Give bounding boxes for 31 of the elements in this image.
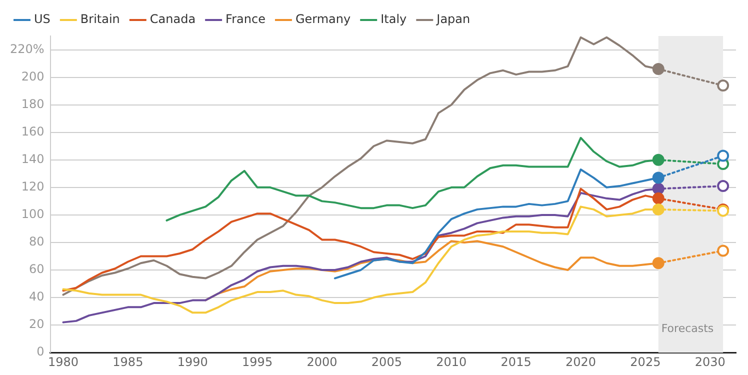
y-tick-label: 80 [29,234,44,249]
x-tick-label: 2015 [500,354,532,369]
legend-label: Britain [80,12,120,26]
y-tick-label: 40 [29,290,44,304]
x-tick-label: 1985 [112,354,144,369]
y-tick-label: 220% [10,42,44,56]
x-tick-label: 1990 [177,354,208,369]
legend-label: Germany [295,12,351,26]
y-tick-label: 140 [21,152,44,166]
y-tick-label: 120 [21,180,44,194]
legend-label: Japan [436,12,470,26]
x-tick-label: 2005 [371,354,402,369]
y-tick-label: 180 [21,96,44,111]
band-label: Forecasts [661,322,714,335]
y-tick-label: 160 [21,124,44,138]
x-tick-label: 1995 [242,354,273,369]
y-tick-label: 100 [21,207,44,222]
y-tick-label: 0 [36,344,44,359]
x-tick-label: 2025 [630,354,661,369]
y-tick-label: 20 [29,317,44,332]
x-tick-label: 2020 [565,354,596,369]
x-tick-label: 1980 [48,354,79,369]
x-tick-label: 2010 [436,354,467,369]
x-tick-label: 2000 [306,354,338,369]
y-tick-label: 60 [29,262,44,276]
x-tick-label: 2030 [694,354,726,369]
legend-label: US [34,12,50,26]
y-tick-label: 200 [21,69,44,84]
legend-label: Canada [150,12,196,26]
legend-label: France [226,12,266,26]
legend-label: Italy [380,12,407,26]
